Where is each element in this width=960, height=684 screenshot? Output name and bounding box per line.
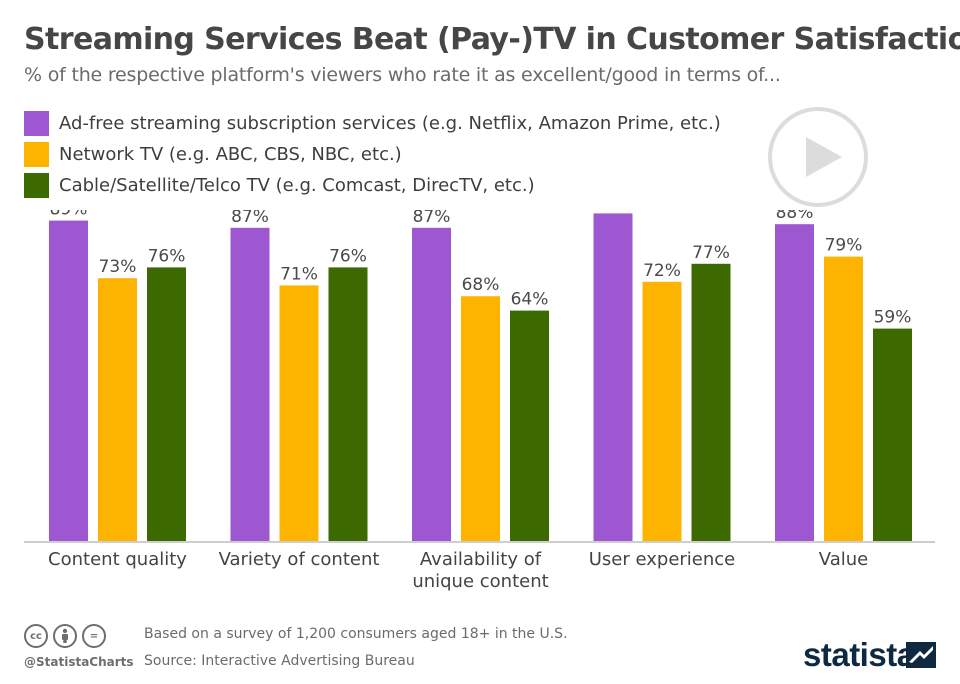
chart-title: Streaming Services Beat (Pay-)TV in Cust… xyxy=(24,22,960,57)
attribution-icon[interactable] xyxy=(53,624,77,648)
bar xyxy=(49,220,88,541)
statista-logo-mark xyxy=(906,642,936,668)
bar-chart: 89% 73% 76% Content quality 87% 71% 76% Variety… xyxy=(24,210,935,592)
bar xyxy=(775,224,814,541)
legend-swatch-network-tv xyxy=(24,142,49,167)
data-label: 77% xyxy=(692,243,730,263)
license-icons: cc = xyxy=(24,624,106,648)
bar xyxy=(412,227,451,542)
legend-item-network-tv: Network TV (e.g. ABC, CBS, NBC, etc.) xyxy=(24,139,721,170)
data-label: 88% xyxy=(776,210,814,223)
data-label: 76% xyxy=(329,246,367,266)
data-label: 72% xyxy=(643,261,681,281)
legend-label-cable-tv: Cable/Satellite/Telco TV (e.g. Comcast, … xyxy=(59,175,535,196)
data-label: 71% xyxy=(280,264,318,284)
bar xyxy=(593,213,633,541)
data-label: 89% xyxy=(50,210,88,220)
cc-icon[interactable]: cc xyxy=(24,624,48,648)
play-icon xyxy=(806,137,842,177)
data-label: 59% xyxy=(874,308,912,328)
bar xyxy=(461,296,500,541)
data-label: 87% xyxy=(413,210,451,227)
legend-swatch-streaming xyxy=(24,111,49,136)
data-label: 79% xyxy=(825,236,863,256)
social-handle[interactable]: @StatistaCharts xyxy=(24,655,134,669)
data-label: 73% xyxy=(99,257,137,277)
source-note: Source: Interactive Advertising Bureau xyxy=(144,653,415,669)
no-derivatives-icon[interactable]: = xyxy=(82,624,106,648)
category-label: Availability of xyxy=(420,549,542,570)
data-label: 68% xyxy=(462,275,500,295)
data-label: 87% xyxy=(231,210,269,227)
data-label: 76% xyxy=(148,246,186,266)
category-label: Content quality xyxy=(48,549,187,570)
bar xyxy=(98,278,137,541)
bar xyxy=(230,227,270,542)
bar xyxy=(691,263,731,541)
play-button[interactable] xyxy=(768,107,868,207)
bar xyxy=(642,281,682,541)
chart-subtitle: % of the respective platform's viewers w… xyxy=(24,64,781,86)
legend-label-streaming: Ad-free streaming subscription services … xyxy=(59,113,721,134)
bar xyxy=(824,256,863,541)
category-label: unique content xyxy=(412,571,548,592)
bar xyxy=(279,285,319,541)
legend-label-network-tv: Network TV (e.g. ABC, CBS, NBC, etc.) xyxy=(59,144,402,165)
category-label: Variety of content xyxy=(219,549,380,570)
bar xyxy=(510,310,549,541)
data-label: 64% xyxy=(511,290,549,310)
bar xyxy=(328,267,368,541)
category-label: User experience xyxy=(589,549,736,570)
data-label: 91% xyxy=(594,210,632,212)
bar xyxy=(873,328,912,541)
legend-item-streaming: Ad-free streaming subscription services … xyxy=(24,108,721,139)
statista-logo[interactable]: statista xyxy=(803,636,915,673)
legend-item-cable-tv: Cable/Satellite/Telco TV (e.g. Comcast, … xyxy=(24,170,721,201)
bar xyxy=(147,267,186,541)
legend: Ad-free streaming subscription services … xyxy=(24,108,721,201)
survey-note: Based on a survey of 1,200 consumers age… xyxy=(144,626,568,642)
category-label: Value xyxy=(819,549,868,570)
legend-swatch-cable-tv xyxy=(24,173,49,198)
